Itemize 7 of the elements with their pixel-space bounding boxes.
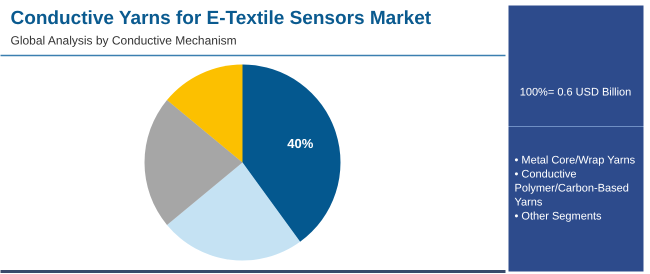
text: • Metal Core/Wrap Yarns bbox=[514, 154, 636, 166]
text: • Conductive Polymer/Carbon-Based Yarns bbox=[514, 168, 629, 208]
data-label: 40% bbox=[287, 136, 314, 152]
chart-subtitle: Global Analysis by Conductive Mechanism bbox=[10, 34, 237, 48]
chart-title: Conductive Yarns for E-Textile Sensors Market bbox=[10, 8, 432, 29]
text: • Other Segments bbox=[514, 210, 602, 222]
text: 100%= 0.6 USD Billion bbox=[520, 86, 632, 98]
